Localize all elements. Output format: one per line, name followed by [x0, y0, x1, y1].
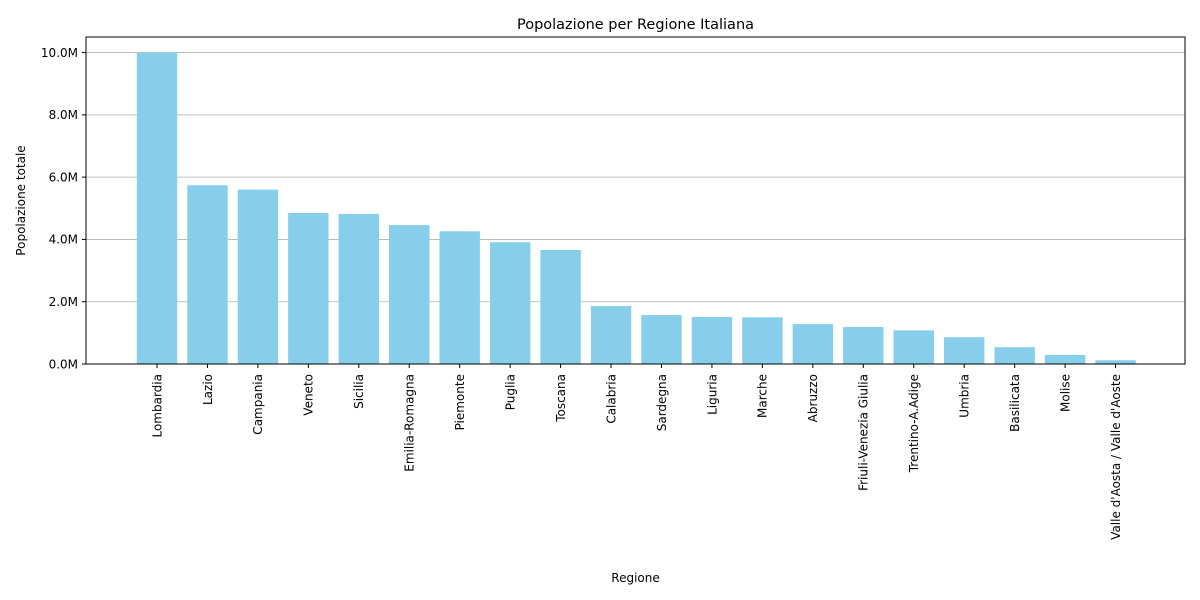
bar — [439, 231, 480, 364]
bar — [641, 315, 682, 364]
x-tick-label: Campania — [251, 374, 265, 435]
bar — [994, 347, 1035, 364]
y-tick-label: 2.0M — [49, 295, 78, 309]
x-tick-label: Liguria — [705, 374, 719, 415]
bar — [742, 317, 783, 364]
bar — [893, 330, 934, 364]
bar — [187, 185, 228, 364]
y-axis-ticks: 0.0M 2.0M 4.0M 6.0M 8.0M 10.0M — [41, 46, 86, 371]
x-tick-label: Lazio — [201, 374, 215, 405]
bars — [136, 52, 1136, 364]
bar — [540, 250, 581, 364]
x-tick-label: Piemonte — [453, 374, 467, 430]
y-tick-label: 10.0M — [41, 46, 78, 60]
x-tick-label: Veneto — [302, 374, 316, 416]
x-tick-label: Molise — [1058, 374, 1072, 412]
x-tick-label: Toscana — [554, 374, 568, 423]
bar — [1095, 360, 1136, 364]
bar — [389, 225, 430, 364]
x-tick-label: Emilia-Romagna — [403, 374, 417, 472]
x-tick-label: Valle d'Aosta / Valle d'Aoste — [1109, 374, 1123, 540]
bar — [944, 337, 985, 364]
chart-title: Popolazione per Regione Italiana — [517, 17, 754, 33]
x-axis-title: Regione — [611, 571, 659, 585]
plot-frame — [85, 36, 1186, 365]
bar — [237, 189, 279, 364]
y-tick-label: 0.0M — [49, 357, 78, 371]
x-tick-label: Friuli-Venezia Giulia — [857, 374, 871, 491]
x-tick-label: Basilicata — [1008, 374, 1022, 432]
bar — [489, 242, 531, 364]
x-tick-label: Abruzzo — [806, 374, 820, 422]
bar — [338, 213, 379, 364]
bar — [288, 212, 329, 364]
bar — [1044, 354, 1086, 364]
x-tick-label: Sardegna — [655, 374, 669, 431]
x-tick-label: Puglia — [503, 374, 517, 410]
bar — [136, 52, 178, 364]
x-axis-ticks: Lombardia Lazio Campania Veneto Sicilia Emili… — [150, 364, 1123, 540]
bar — [792, 324, 834, 364]
x-tick-label: Lombardia — [150, 374, 164, 438]
x-tick-label: Sicilia — [352, 374, 366, 409]
x-tick-label: Marche — [756, 374, 770, 418]
y-tick-label: 6.0M — [49, 170, 78, 184]
y-axis-title: Popolazione totale — [14, 145, 28, 255]
bar — [590, 306, 632, 364]
bar — [691, 316, 733, 364]
x-tick-label: Trentino-A.Adige — [907, 374, 921, 473]
y-tick-label: 4.0M — [49, 233, 78, 247]
bar — [843, 326, 884, 364]
y-tick-label: 8.0M — [49, 108, 78, 122]
x-tick-label: Calabria — [604, 374, 618, 424]
x-tick-label: Umbria — [958, 374, 972, 418]
